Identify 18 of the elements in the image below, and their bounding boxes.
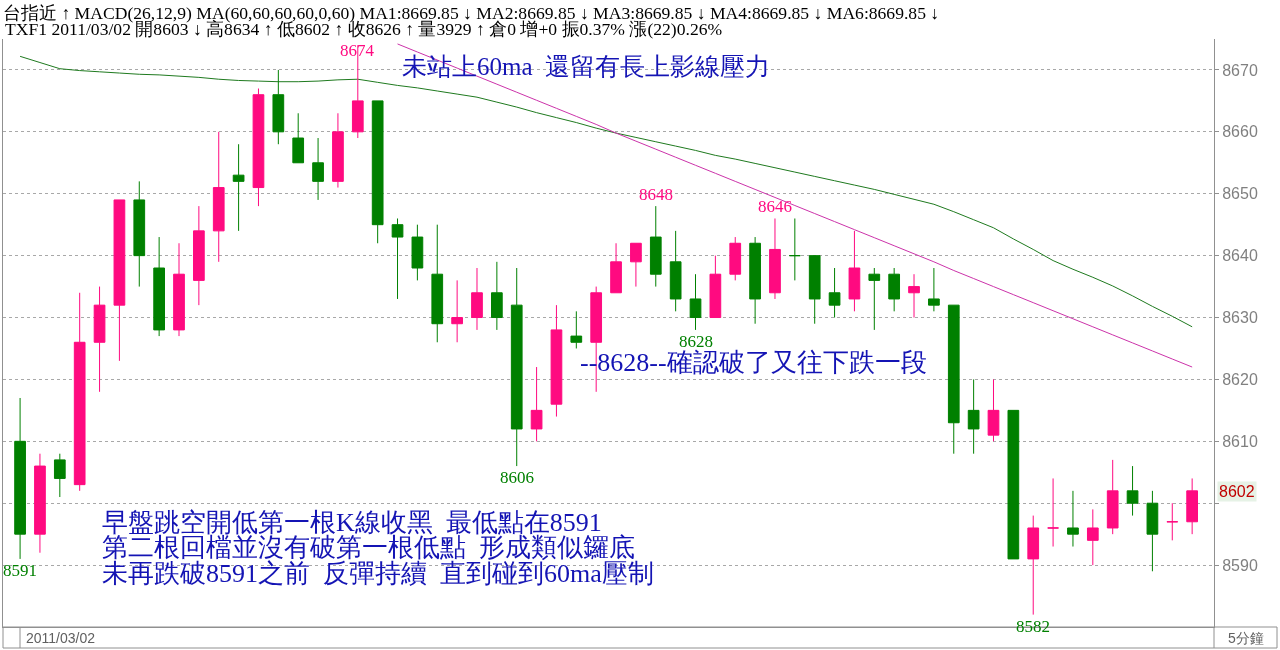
text: 8582 — [1016, 617, 1050, 636]
text: 8648 — [639, 185, 673, 204]
y-tick-label: 8660 — [1222, 123, 1258, 141]
y-tick-label: 8640 — [1222, 247, 1258, 265]
text: 8646 — [758, 197, 792, 216]
text: 8606 — [500, 468, 534, 487]
text: 5分鐘 — [1228, 630, 1264, 646]
y-tick-label: 8670 — [1222, 61, 1258, 79]
y-tick-label: 8610 — [1222, 432, 1258, 450]
text: 8602 — [1219, 483, 1255, 500]
annotation: 未再跌破8591之前 反彈持續 直到碰到60ma壓制 — [102, 559, 654, 588]
text: 8591 — [3, 561, 37, 580]
text: 2011/03/02 — [26, 630, 96, 646]
y-tick-label: 8650 — [1222, 185, 1258, 203]
y-tick-label: 8590 — [1222, 556, 1258, 574]
y-tick-label: 8620 — [1222, 371, 1258, 389]
y-tick-label: 8630 — [1222, 309, 1258, 327]
text: 8628 — [679, 332, 713, 351]
